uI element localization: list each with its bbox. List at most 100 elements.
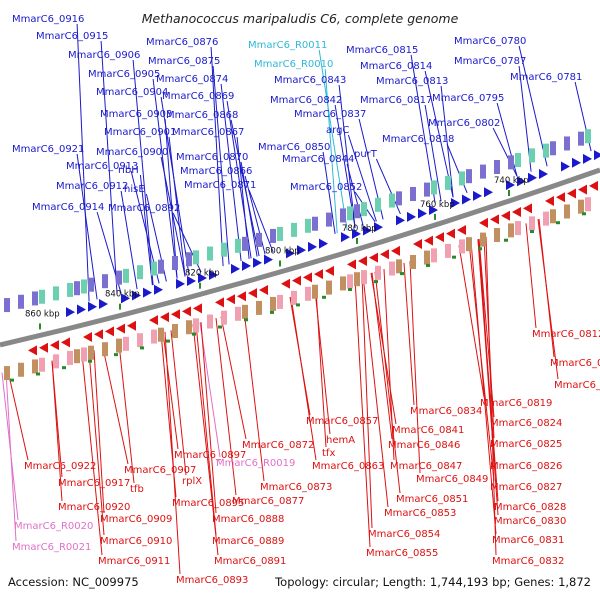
gene-label-mmarc6-0819[interactable]: MmarC6_0819 bbox=[480, 398, 552, 409]
gene-label-mmarc6-0874[interactable]: MmarC6_0874 bbox=[156, 74, 228, 85]
gene-label-mmarc6-0867[interactable]: MmarC6_0867 bbox=[172, 127, 244, 138]
gene-label-mmarc6-0913[interactable]: MmarC6_0913 bbox=[66, 161, 138, 172]
gene-label-mmarc6-0850[interactable]: MmarC6_0850 bbox=[258, 142, 330, 153]
gene-label-mmarc6-0780[interactable]: MmarC6_0780 bbox=[454, 36, 526, 47]
gene-label-mmarc6-0802[interactable]: MmarC6_0802 bbox=[428, 118, 500, 129]
forward-gene-arrow bbox=[473, 190, 482, 201]
gene-label-mmarc6-0795[interactable]: MmarC6_0795 bbox=[432, 93, 504, 104]
gene-label-hise[interactable]: hisE bbox=[124, 184, 145, 195]
gene-label-mmarc6-0875[interactable]: MmarC6_0875 bbox=[148, 56, 220, 67]
forward-gene-arrow bbox=[407, 211, 416, 222]
gene-label-mmarc6-0911[interactable]: MmarC6_0911 bbox=[98, 556, 170, 567]
gene-label-mmarc6-0900[interactable]: MmarC6_0900 bbox=[96, 147, 168, 158]
leader-line bbox=[7, 371, 29, 461]
gene-label-mmarc6-0922[interactable]: MmarC6_0922 bbox=[24, 461, 96, 472]
gene-label-mmarc6-0914[interactable]: MmarC6_0914 bbox=[32, 202, 104, 213]
gene-label-mmarc6-0904[interactable]: MmarC6_0904 bbox=[96, 87, 168, 98]
gene-label-mmarc6-0847[interactable]: MmarC6_0847 bbox=[390, 461, 462, 472]
gene-label-mmarc6-0841[interactable]: MmarC6_0841 bbox=[392, 425, 464, 436]
gene-label-mmarc6-r0019[interactable]: MmarC6_R0019 bbox=[216, 458, 295, 469]
gene-label-mmarc6-0852[interactable]: MmarC6_0852 bbox=[290, 182, 362, 193]
reverse-gene-arrow bbox=[94, 329, 103, 340]
gene-label-mmarc6-r0011[interactable]: MmarC6_R0011 bbox=[248, 40, 327, 51]
gene-label-mmarc6-0844[interactable]: MmarC6_0844 bbox=[282, 154, 354, 165]
gene-label-mmarc6-0846[interactable]: MmarC6_0846 bbox=[388, 440, 460, 451]
gene-label-mmarc6-0917[interactable]: MmarC6_0917 bbox=[58, 478, 130, 489]
feature-block bbox=[410, 186, 416, 201]
gene-label-mmarc6-r0010[interactable]: MmarC6_R0010 bbox=[254, 59, 333, 70]
gene-label-mmarc6-0866[interactable]: MmarC6_0866 bbox=[180, 166, 252, 177]
reverse-gene-arrow bbox=[347, 259, 356, 270]
gene-label-mmarc6-0832[interactable]: MmarC6_0832 bbox=[492, 556, 564, 567]
gene-label-hema[interactable]: hemA bbox=[326, 435, 355, 446]
gene-label-mmarc6-0811[interactable]: MmarC6_0811 bbox=[554, 380, 600, 391]
gene-label-mmarc6-0897[interactable]: MmarC6_0897 bbox=[174, 450, 246, 461]
gene-label-mmarc6-0906[interactable]: MmarC6_0906 bbox=[68, 50, 140, 61]
gene-label-mmarc6-0907[interactable]: MmarC6_0907 bbox=[124, 465, 196, 476]
gene-label-mmarc6-0827[interactable]: MmarC6_0827 bbox=[490, 482, 562, 493]
gene-label-mmarc6-0787[interactable]: MmarC6_0787 bbox=[454, 56, 526, 67]
gene-label-mmarc6-0868[interactable]: MmarC6_0868 bbox=[166, 110, 238, 121]
gene-label-mmarc6-0830[interactable]: MmarC6_0830 bbox=[494, 516, 566, 527]
gene-label-mmarc6-0815[interactable]: MmarC6_0815 bbox=[346, 45, 418, 56]
gene-label-mmarc6-0912[interactable]: MmarC6_0912 bbox=[56, 181, 128, 192]
gene-label-mmarc6-0855[interactable]: MmarC6_0855 bbox=[366, 548, 438, 559]
gene-label-tfb[interactable]: tfb bbox=[130, 484, 144, 495]
gene-label-mmarc6-0828[interactable]: MmarC6_0828 bbox=[494, 502, 566, 513]
gene-label-argc[interactable]: argC bbox=[326, 125, 349, 136]
gene-label-ribh[interactable]: ribH bbox=[118, 165, 139, 176]
gene-label-mmarc6-0920[interactable]: MmarC6_0920 bbox=[58, 502, 130, 513]
gene-label-mmarc6-0909[interactable]: MmarC6_0909 bbox=[100, 514, 172, 525]
gene-label-mmarc6-0810[interactable]: MmarC6_0810 bbox=[550, 358, 600, 369]
gene-label-mmarc6-0863[interactable]: MmarC6_0863 bbox=[312, 461, 384, 472]
gene-label-mmarc6-0851[interactable]: MmarC6_0851 bbox=[396, 494, 468, 505]
gene-label-mmarc6-0834[interactable]: MmarC6_0834 bbox=[410, 406, 482, 417]
gene-label-mmarc6-0869[interactable]: MmarC6_0869 bbox=[162, 91, 234, 102]
gene-label-mmarc6-0915[interactable]: MmarC6_0915 bbox=[36, 31, 108, 42]
gene-label-mmarc6-0888[interactable]: MmarC6_0888 bbox=[212, 514, 284, 525]
reverse-gene-arrow bbox=[215, 297, 224, 308]
gene-label-rplx[interactable]: rplX bbox=[182, 476, 202, 487]
gene-label-mmarc6-0857[interactable]: MmarC6_0857 bbox=[306, 416, 378, 427]
gene-label-mmarc6-r0020[interactable]: MmarC6_R0020 bbox=[14, 521, 93, 532]
gene-label-mmarc6-0814[interactable]: MmarC6_0814 bbox=[360, 61, 432, 72]
gene-label-mmarc6-0818[interactable]: MmarC6_0818 bbox=[382, 134, 454, 145]
gene-label-mmarc6-0843[interactable]: MmarC6_0843 bbox=[274, 75, 346, 86]
gene-label-mmarc6-0892[interactable]: MmarC6_0892 bbox=[108, 203, 180, 214]
gene-label-mmarc6-0837[interactable]: MmarC6_0837 bbox=[294, 109, 366, 120]
gene-label-mmarc6-0854[interactable]: MmarC6_0854 bbox=[368, 529, 440, 540]
gene-label-mmarc6-0853[interactable]: MmarC6_0853 bbox=[384, 508, 456, 519]
gene-label-mmarc6-0921[interactable]: MmarC6_0921 bbox=[12, 144, 84, 155]
gene-label-tfx[interactable]: tfx bbox=[322, 448, 335, 459]
gene-label-mmarc6-0872[interactable]: MmarC6_0872 bbox=[242, 440, 314, 451]
gene-label-mmarc6-0889[interactable]: MmarC6_0889 bbox=[212, 536, 284, 547]
feature-block bbox=[543, 211, 549, 226]
gene-label-mmarc6-0901[interactable]: MmarC6_0901 bbox=[104, 127, 176, 138]
gene-label-mmarc6-0812[interactable]: MmarC6_0812 bbox=[532, 329, 600, 340]
gene-label-mmarc6-0824[interactable]: MmarC6_0824 bbox=[490, 418, 562, 429]
gene-label-mmarc6-0825[interactable]: MmarC6_0825 bbox=[490, 439, 562, 450]
gene-label-mmarc6-0873[interactable]: MmarC6_0873 bbox=[260, 482, 332, 493]
gene-label-mmarc6-0870[interactable]: MmarC6_0870 bbox=[176, 152, 248, 163]
gene-label-mmarc6-0891[interactable]: MmarC6_0891 bbox=[214, 556, 286, 567]
gene-label-mmarc6-0817[interactable]: MmarC6_0817 bbox=[360, 95, 432, 106]
gene-label-mmarc6-0893[interactable]: MmarC6_0893 bbox=[176, 575, 248, 586]
leader-line bbox=[168, 136, 186, 277]
gene-label-mmarc6-0905[interactable]: MmarC6_0905 bbox=[88, 69, 160, 80]
gene-label-mmarc6-0826[interactable]: MmarC6_0826 bbox=[490, 461, 562, 472]
gene-label-mmarc6-0903[interactable]: MmarC6_0903 bbox=[100, 109, 172, 120]
gene-label-mmarc6-0842[interactable]: MmarC6_0842 bbox=[270, 95, 342, 106]
gene-label-mmarc6-0781[interactable]: MmarC6_0781 bbox=[510, 72, 582, 83]
gene-label-mmarc6-0871[interactable]: MmarC6_0871 bbox=[184, 180, 256, 191]
reverse-gene-arrow bbox=[160, 312, 169, 323]
gene-label-mmarc6-r0021[interactable]: MmarC6_R0021 bbox=[12, 542, 91, 553]
gene-label-mmarc6-0831[interactable]: MmarC6_0831 bbox=[492, 535, 564, 546]
gene-label-mmarc6-0877[interactable]: MmarC6_0877 bbox=[232, 496, 304, 507]
gene-label-mmarc6-0813[interactable]: MmarC6_0813 bbox=[376, 76, 448, 87]
gene-label-mmarc6-0910[interactable]: MmarC6_0910 bbox=[100, 536, 172, 547]
gene-label-mmarc6-0876[interactable]: MmarC6_0876 bbox=[146, 37, 218, 48]
gene-label-mmarc6-0849[interactable]: MmarC6_0849 bbox=[416, 474, 488, 485]
gene-label-purt[interactable]: purT bbox=[354, 149, 378, 160]
gene-label-mmarc6-0895[interactable]: MmarC6_0895 bbox=[172, 498, 244, 509]
gene-label-mmarc6-0916[interactable]: MmarC6_0916 bbox=[12, 14, 84, 25]
